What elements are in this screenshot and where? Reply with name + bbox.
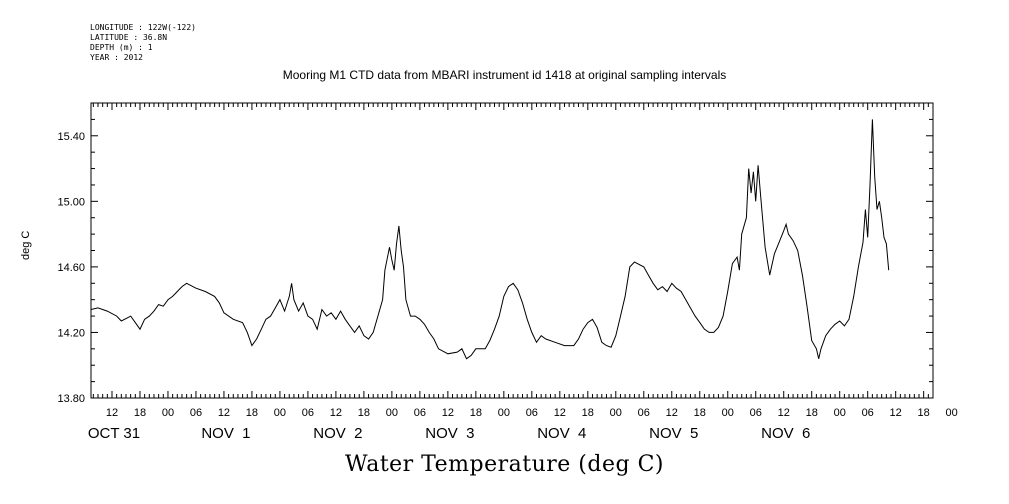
x-tick-label: 06 (526, 407, 538, 419)
y-tick-label: 14.60 (57, 262, 85, 274)
x-tick-label: 06 (750, 407, 762, 419)
x-tick-label: 12 (330, 407, 342, 419)
x-tick-label: 12 (442, 407, 454, 419)
x-tick-label: 18 (582, 407, 594, 419)
x-tick-label: 00 (834, 407, 846, 419)
x-tick-label: 12 (554, 407, 566, 419)
x-day-label: OCT 31 (88, 425, 140, 442)
series-line (90, 119, 890, 360)
x-tick-label: 06 (638, 407, 650, 419)
x-tick-label: 00 (162, 407, 174, 419)
x-tick-label: 00 (274, 407, 286, 419)
x-day-label: NOV 2 (313, 425, 362, 442)
x-tick-label: 00 (610, 407, 622, 419)
y-tick-label: 13.80 (57, 393, 85, 405)
x-tick-label: 06 (862, 407, 874, 419)
x-tick-label: 12 (890, 407, 902, 419)
x-day-label: NOV 6 (761, 425, 810, 442)
x-day-label: NOV 5 (649, 425, 698, 442)
x-tick-label: 18 (470, 407, 482, 419)
y-tick-label: 15.40 (57, 131, 85, 143)
x-day-label: NOV 1 (201, 425, 250, 442)
chart-title: Mooring M1 CTD data from MBARI instrumen… (282, 68, 727, 82)
x-tick-label: 18 (918, 407, 930, 419)
x-tick-label: 12 (666, 407, 678, 419)
x-day-label: NOV 3 (425, 425, 474, 442)
x-tick-label: 00 (386, 407, 398, 419)
y-tick-label: 14.20 (57, 327, 85, 339)
meta-year: YEAR : 2012 (90, 53, 143, 62)
x-tick-label: 00 (498, 407, 510, 419)
y-tick-label: 15.00 (57, 196, 85, 208)
x-tick-label: 12 (218, 407, 230, 419)
x-tick-label: 18 (694, 407, 706, 419)
x-tick-label: 06 (414, 407, 426, 419)
plot-frame (90, 102, 934, 399)
x-tick-label: 18 (358, 407, 370, 419)
x-tick-label: 00 (722, 407, 734, 419)
x-day-label: NOV 4 (537, 425, 586, 442)
x-tick-label: 00 (946, 407, 958, 419)
x-axis-label: Water Temperature (deg C) (345, 452, 664, 477)
x-tick-label: 12 (778, 407, 790, 419)
x-tick-label: 06 (190, 407, 202, 419)
x-tick-label: 12 (106, 407, 118, 419)
x-tick-label: 18 (806, 407, 818, 419)
meta-latitude: LATITUDE : 36.8N (90, 33, 168, 42)
meta-longitude: LONGITUDE : 122W(-122) (90, 23, 196, 32)
x-tick-label: 18 (134, 407, 146, 419)
x-tick-label: 06 (302, 407, 314, 419)
x-tick-label: 18 (246, 407, 258, 419)
meta-depth: DEPTH (m) : 1 (90, 43, 153, 52)
